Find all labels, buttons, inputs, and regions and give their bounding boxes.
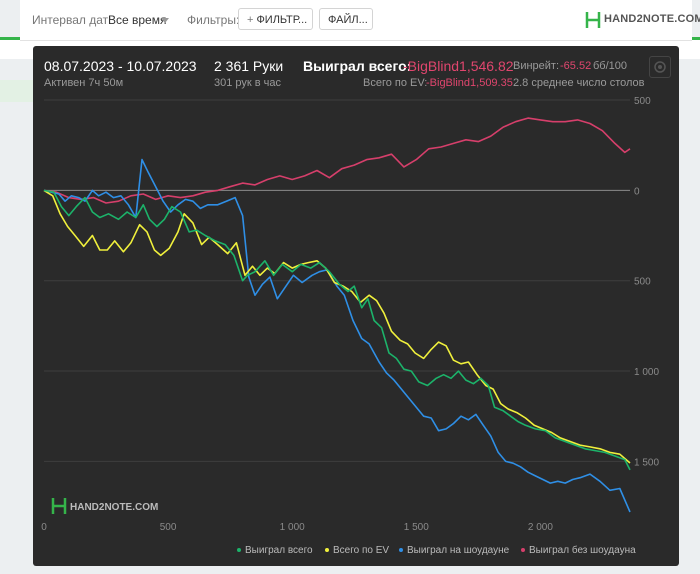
- hand2note-logo-icon: [585, 12, 601, 28]
- x-tick-label: 2 000: [528, 522, 553, 533]
- y-tick-label: 1 000: [634, 367, 659, 378]
- active-time: Активен 7ч 50м: [44, 77, 124, 89]
- y-tick-label: 500: [634, 96, 651, 107]
- legend-showdown[interactable]: Выиграл на шоудауне: [399, 545, 509, 556]
- hand2note-watermark-icon: [51, 498, 67, 514]
- hands-count: 2 361 Руки: [214, 58, 284, 74]
- ev-value: -BigBlind1,509.35: [426, 77, 513, 89]
- legend-label: Выиграл без шоудауна: [529, 545, 636, 556]
- filter-toolbar: Интервал дат: Все время Фильтры: + ФИЛЬТР…: [20, 0, 700, 41]
- legend-dot: [237, 548, 241, 553]
- chart-canvas: 500 0 500 1 000 1 500 0 500 1 000 1 500 2 000: [41, 96, 659, 533]
- file-button[interactable]: ФАЙЛ...: [319, 8, 373, 30]
- won-total-value: -BigBlind1,546.82: [403, 58, 514, 74]
- y-tick-label: 500: [634, 277, 651, 288]
- x-tick-label: 0: [41, 522, 47, 533]
- legend-dot: [325, 548, 329, 553]
- hands-per-hour: 301 рук в час: [214, 77, 282, 89]
- settings-button[interactable]: [649, 56, 671, 78]
- legend-label: Выиграл всего: [245, 545, 313, 556]
- ev-label: Всего по EV:: [363, 77, 428, 89]
- filters-label: Фильтры:: [187, 13, 240, 27]
- legend-label: Всего по EV: [333, 545, 390, 556]
- graph-panel: 08.07.2023 - 10.07.2023 Активен 7ч 50м 2…: [33, 46, 679, 566]
- avg-tables: 2.8 среднее число столов: [513, 77, 645, 89]
- legend-ev[interactable]: Всего по EV: [325, 545, 389, 556]
- x-tick-label: 1 000: [280, 522, 305, 533]
- winrate-label: Винрейт:: [513, 60, 560, 72]
- legend-won-total[interactable]: Выиграл всего: [237, 545, 313, 556]
- legend-dot: [399, 548, 403, 553]
- series-line-1: [43, 189, 631, 464]
- chevron-down-icon[interactable]: [161, 18, 169, 23]
- background-side-tab: [0, 80, 34, 102]
- file-button-label: ФАЙЛ...: [328, 14, 368, 26]
- y-tick-label: 1 500: [634, 457, 659, 468]
- winrate-value: -65.52: [560, 60, 592, 72]
- series-line-0: [43, 189, 631, 471]
- date-interval-select[interactable]: Все время: [108, 13, 167, 27]
- watermark: HAND2NOTE.COM: [70, 502, 159, 513]
- date-interval-label: Интервал дат:: [32, 13, 112, 27]
- legend-non-showdown[interactable]: Выиграл без шоудауна: [521, 545, 636, 556]
- series-line-3: [43, 117, 631, 204]
- filter-button-label: ФИЛЬТР...: [256, 14, 308, 26]
- date-range: 08.07.2023 - 10.07.2023: [44, 58, 197, 74]
- gear-icon: [654, 61, 666, 73]
- winrate-unit: бб/100: [593, 60, 628, 72]
- legend-dot: [521, 548, 525, 553]
- legend-label: Выиграл на шоудауне: [407, 545, 510, 556]
- series-line-2: [43, 158, 631, 513]
- plus-icon: +: [247, 14, 254, 26]
- filter-button[interactable]: + ФИЛЬТР...: [238, 8, 313, 30]
- won-total-label: Выиграл всего:: [303, 58, 412, 74]
- x-tick-label: 1 500: [404, 522, 429, 533]
- brand-name: HAND2NOTE.COM: [604, 13, 700, 25]
- y-tick-label: 0: [634, 186, 640, 197]
- x-tick-label: 500: [160, 522, 177, 533]
